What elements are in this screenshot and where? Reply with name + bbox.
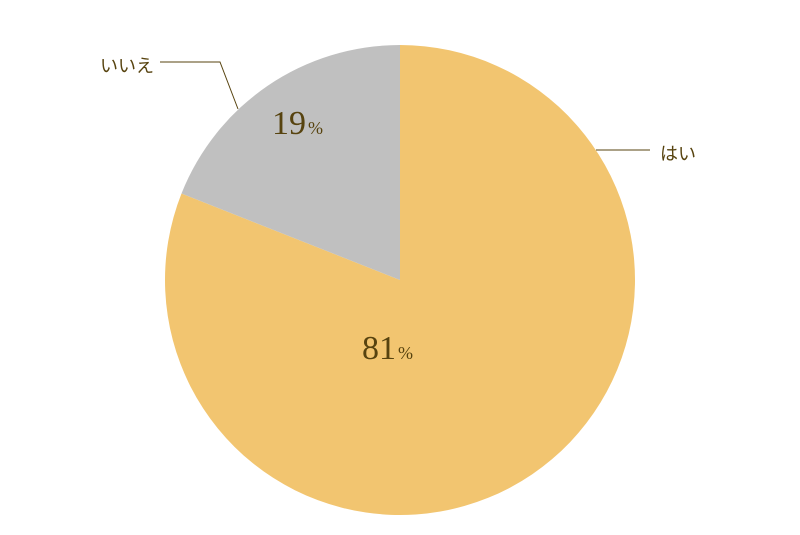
slice-percent-value-1: 19 [272, 105, 306, 142]
percent-unit-1: % [308, 118, 323, 138]
slice-label-0: はい [660, 140, 696, 166]
slice-percent-1: 19% [272, 105, 323, 143]
pie-chart: はい 81% いいえ 19% [0, 0, 800, 535]
slice-percent-0: 81% [362, 330, 413, 368]
pie-svg [0, 0, 800, 535]
slice-percent-value-0: 81 [362, 330, 396, 367]
slice-label-1: いいえ [100, 52, 154, 78]
percent-unit-0: % [398, 343, 413, 363]
callout-line-1 [160, 62, 238, 109]
